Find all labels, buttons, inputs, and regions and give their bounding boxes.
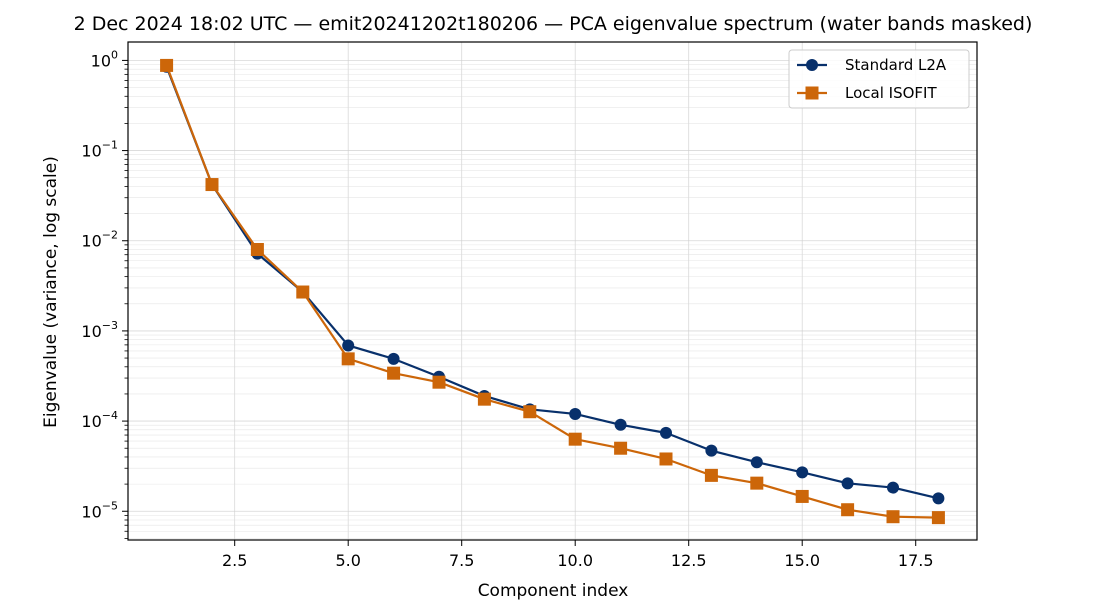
data-point [568,432,582,446]
y-tick-label: 10−2 [81,229,118,251]
data-point [205,178,219,192]
data-point [750,476,764,490]
x-tick-label: 17.5 [898,551,934,570]
y-axis: 100 10−1 10−2 10−3 10−4 10−5 [81,48,128,539]
legend-label: Standard L2A [845,56,947,74]
y-tick-label: 10−3 [81,319,118,341]
data-point [932,492,945,505]
y-axis-label: Eigenvalue (variance, log scale) [41,156,61,428]
x-axis: 2.5 5.0 7.5 10.0 12.5 15.0 17.5 [222,540,934,570]
y-tick-label: 10−1 [81,139,118,161]
legend-item: Standard L2A [797,56,947,74]
series-2 [160,58,945,525]
x-axis-label: Component index [478,581,629,601]
data-point [886,510,900,524]
data-point [705,444,718,457]
legend-marker [805,86,819,100]
legend-item: Local ISOFIT [797,84,937,102]
x-tick-label: 12.5 [671,551,707,570]
data-point [160,58,174,72]
x-tick-label: 10.0 [557,551,593,570]
data-point [387,366,401,380]
grid [128,42,977,540]
data-point [569,407,582,420]
data-point [841,503,855,517]
data-point [887,481,900,494]
y-tick-label: 10−5 [81,499,118,521]
series-line [165,65,939,519]
data-point [750,456,763,469]
data-point [614,441,628,455]
legend-label: Local ISOFIT [845,84,937,102]
x-tick-label: 7.5 [449,551,474,570]
legend-marker [806,59,818,71]
data-point [341,352,355,366]
y-tick-label: 100 [91,48,118,70]
data-point [795,489,809,503]
data-point [477,392,491,406]
data-point [614,418,627,431]
data-point [841,477,854,490]
data-point [387,352,400,365]
series-layer [160,58,945,525]
data-point [660,426,673,439]
data-point [796,466,809,479]
data-point [523,405,537,419]
x-tick-label: 15.0 [784,551,820,570]
series-line [165,66,939,500]
data-point [659,452,673,466]
data-point [296,285,310,299]
data-point [250,242,264,256]
legend-box [788,49,970,109]
plot-frame [127,41,978,541]
series-1 [160,60,945,505]
x-tick-label: 5.0 [335,551,360,570]
y-tick-label: 10−4 [81,409,118,431]
x-tick-label: 2.5 [222,551,247,570]
data-point [432,375,446,389]
chart-title: 2 Dec 2024 18:02 UTC — emit20241202t1802… [74,13,1033,35]
data-point [931,511,945,525]
data-point [342,339,355,352]
data-point [704,468,718,482]
legend: Standard L2A Local ISOFIT [788,49,970,109]
